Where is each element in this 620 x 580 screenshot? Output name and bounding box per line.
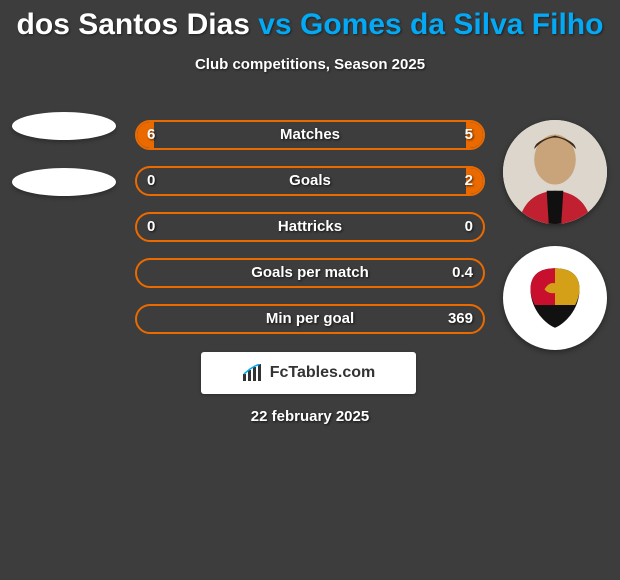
stat-label: Goals — [135, 166, 485, 196]
stat-right-value: 0 — [465, 212, 473, 242]
stat-right-value: 369 — [448, 304, 473, 334]
player1-photo-placeholder — [12, 112, 116, 140]
player2-name: Gomes da Silva Filho — [300, 8, 603, 41]
stat-row: Goals0 2 — [135, 166, 485, 196]
stats-list: Matches65Goals02Hattricks00Goals per mat… — [135, 120, 485, 350]
page-title: dos Santos Dias vs Gomes da Silva Filho — [0, 0, 620, 42]
right-player-column — [500, 120, 610, 350]
stat-row: Hattricks0 0 — [135, 212, 485, 242]
stat-label: Goals per match — [135, 258, 485, 288]
stat-right-value: 2 — [465, 166, 473, 196]
stat-label: Min per goal — [135, 304, 485, 334]
brand-name: FcTables.com — [270, 364, 376, 382]
stat-right-value: 0.4 — [452, 258, 473, 288]
brand-box[interactable]: FcTables.com — [201, 352, 416, 394]
stat-label: Hattricks — [135, 212, 485, 242]
stat-left-value: 0 — [147, 166, 155, 196]
brand-chart-icon — [242, 364, 264, 382]
stat-right-value: 5 — [465, 120, 473, 150]
player-photo-icon — [503, 120, 607, 224]
stat-row: Matches6 5 — [135, 120, 485, 150]
vs-word: vs — [258, 8, 291, 41]
subtitle: Club competitions, Season 2025 — [0, 56, 620, 73]
player2-club-logo — [503, 246, 607, 350]
stat-row: Goals per match0.4 — [135, 258, 485, 288]
player2-photo — [503, 120, 607, 224]
stat-left-value: 6 — [147, 120, 155, 150]
stat-left-value: 0 — [147, 212, 155, 242]
comparison-widget: dos Santos Dias vs Gomes da Silva Filho … — [0, 0, 620, 73]
player1-name: dos Santos Dias — [17, 8, 250, 41]
left-player-column — [8, 112, 120, 224]
club-logo-icon — [520, 263, 590, 333]
date-text: 22 february 2025 — [0, 408, 620, 425]
stat-label: Matches — [135, 120, 485, 150]
player1-logo-placeholder — [12, 168, 116, 196]
stat-row: Min per goal369 — [135, 304, 485, 334]
